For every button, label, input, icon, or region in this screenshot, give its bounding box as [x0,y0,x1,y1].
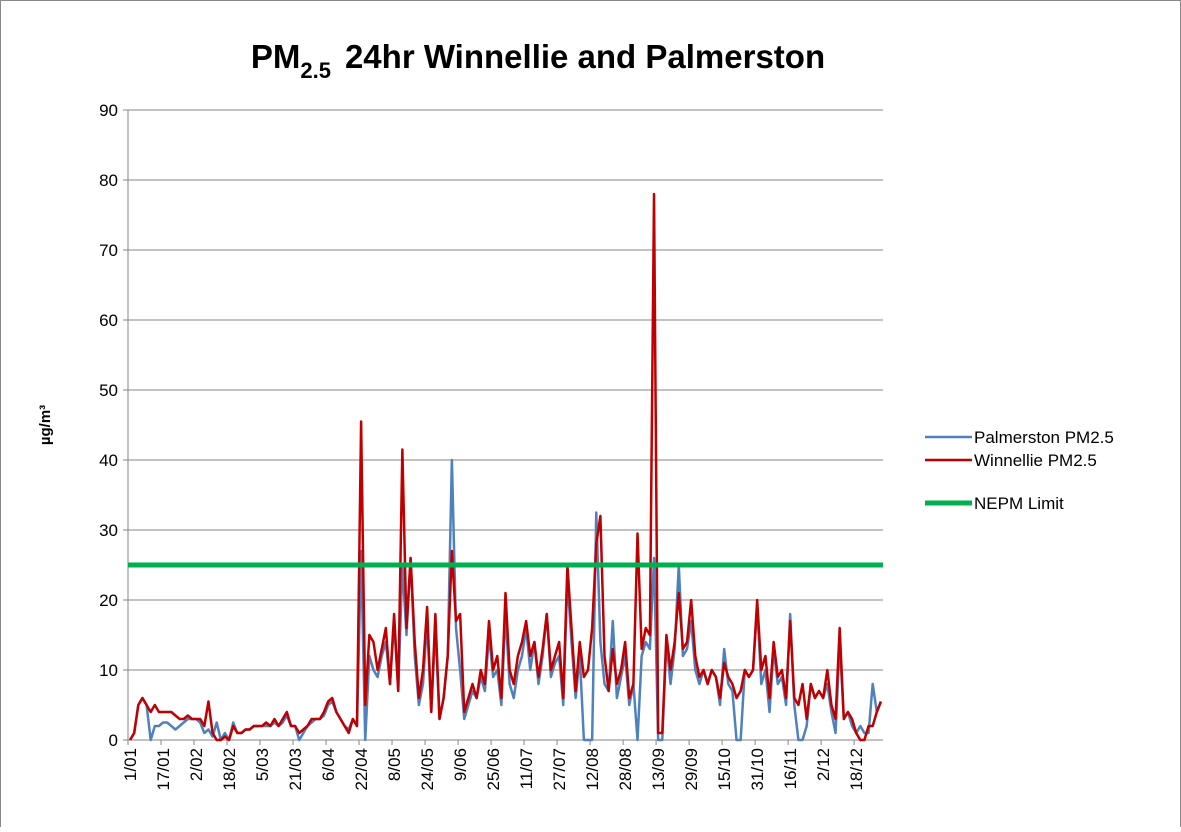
x-tick-label: 21/03 [286,748,305,791]
legend-label: Palmerston PM2.5 [974,428,1114,447]
x-tick-label: 9/06 [451,748,470,781]
x-tick-label: 29/09 [682,748,701,791]
y-tick-label: 90 [99,101,118,120]
title-main: PM [251,38,301,75]
x-tick-label: 1/01 [121,748,140,781]
y-tick-label: 10 [99,661,118,680]
x-tick-label: 28/08 [616,748,635,791]
x-tick-label: 2/12 [814,748,833,781]
x-tick-label: 18/02 [220,748,239,791]
title-rest: 24hr Winnellie and Palmerston [345,38,825,75]
y-tick-label: 30 [99,521,118,540]
x-tick-label: 15/10 [715,748,734,791]
y-tick-label: 20 [99,591,118,610]
y-tick-label: 80 [99,171,118,190]
x-tick-label: 12/08 [583,748,602,791]
x-tick-label: 25/06 [484,748,503,791]
x-tick-label: 24/05 [418,748,437,791]
y-tick-label: 70 [99,241,118,260]
y-axis-label: µg/m³ [37,405,54,445]
y-tick-label: 50 [99,381,118,400]
legend-label: NEPM Limit [974,494,1064,513]
series-line [128,192,883,742]
x-tick-label: 2/02 [187,748,206,781]
x-tick-label: 17/01 [154,748,173,791]
x-tick-label: 8/05 [385,748,404,781]
title-sub: 2.5 [300,58,331,83]
chart-title: PM2.5 24hr Winnellie and Palmerston [251,38,825,83]
x-tick-label: 31/10 [748,748,767,791]
x-tick-label: 13/09 [649,748,668,791]
x-tick-label: 27/07 [550,748,569,791]
y-tick-label: 60 [99,311,118,330]
y-tick-label: 0 [109,731,118,750]
x-tick-label: 5/03 [253,748,272,781]
legend-label: Winnellie PM2.5 [974,451,1097,470]
x-tick-label: 16/11 [781,748,800,789]
x-tick-label: 18/12 [847,748,866,791]
x-tick-label: 11/07 [517,748,536,789]
y-tick-label: 40 [99,451,118,470]
x-tick-label: 6/04 [319,748,338,781]
x-tick-label: 22/04 [352,748,371,791]
